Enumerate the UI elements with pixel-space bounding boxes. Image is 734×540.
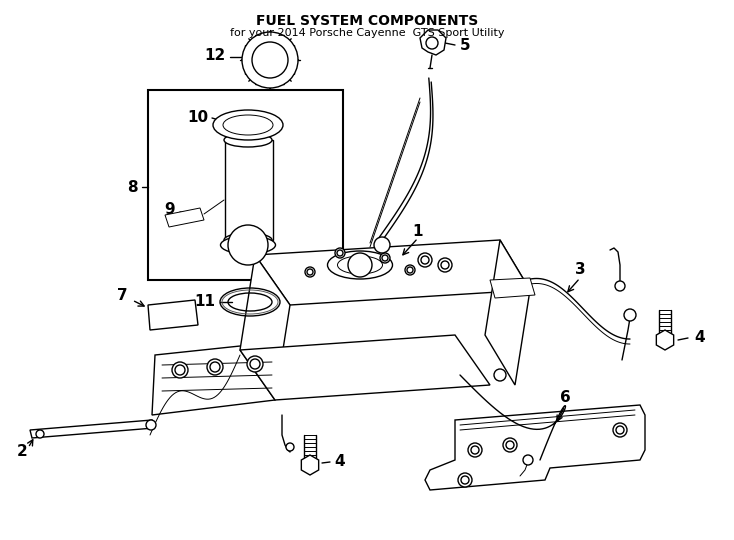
Circle shape	[242, 32, 298, 88]
Polygon shape	[656, 330, 674, 350]
Text: 5: 5	[459, 37, 470, 52]
Polygon shape	[30, 420, 154, 438]
Text: 7: 7	[117, 287, 127, 302]
Bar	[148, 90, 343, 280]
Polygon shape	[148, 300, 198, 330]
Circle shape	[458, 473, 472, 487]
Polygon shape	[255, 240, 530, 305]
Circle shape	[468, 443, 482, 457]
Circle shape	[36, 430, 44, 438]
Polygon shape	[490, 278, 535, 298]
Circle shape	[305, 267, 315, 277]
Circle shape	[348, 253, 372, 277]
Text: for your 2014 Porsche Cayenne  GTS Sport Utility: for your 2014 Porsche Cayenne GTS Sport …	[230, 28, 504, 38]
Ellipse shape	[213, 110, 283, 140]
Circle shape	[146, 420, 156, 430]
Ellipse shape	[224, 233, 272, 247]
Polygon shape	[420, 30, 446, 55]
Circle shape	[438, 258, 452, 272]
Circle shape	[207, 359, 223, 375]
Circle shape	[247, 356, 263, 372]
Text: 10: 10	[187, 111, 208, 125]
Circle shape	[172, 362, 188, 378]
Circle shape	[405, 265, 415, 275]
Circle shape	[461, 476, 469, 484]
Circle shape	[407, 267, 413, 273]
Text: 2: 2	[17, 444, 27, 460]
Text: 11: 11	[195, 294, 216, 309]
Text: 4: 4	[694, 330, 705, 346]
Circle shape	[175, 365, 185, 375]
Circle shape	[335, 248, 345, 258]
Circle shape	[471, 446, 479, 454]
Ellipse shape	[338, 256, 382, 274]
Circle shape	[374, 237, 390, 253]
Polygon shape	[240, 335, 490, 400]
Polygon shape	[152, 342, 278, 415]
Circle shape	[616, 426, 624, 434]
Text: 1: 1	[413, 225, 424, 240]
Circle shape	[615, 281, 625, 291]
Bar	[225, 140, 273, 240]
Circle shape	[421, 256, 429, 264]
Polygon shape	[165, 208, 204, 227]
Circle shape	[250, 359, 260, 369]
Ellipse shape	[327, 251, 393, 279]
Circle shape	[506, 441, 514, 449]
Circle shape	[523, 455, 533, 465]
Circle shape	[228, 225, 268, 265]
Text: 4: 4	[335, 455, 345, 469]
Circle shape	[337, 250, 343, 256]
Circle shape	[441, 261, 449, 269]
Text: 8: 8	[127, 179, 137, 194]
Circle shape	[624, 309, 636, 321]
Circle shape	[382, 255, 388, 261]
Polygon shape	[485, 240, 530, 385]
Ellipse shape	[224, 133, 272, 147]
Text: 3: 3	[575, 262, 585, 278]
Text: 9: 9	[164, 202, 175, 218]
Text: FUEL SYSTEM COMPONENTS: FUEL SYSTEM COMPONENTS	[256, 14, 478, 28]
Circle shape	[380, 253, 390, 263]
Circle shape	[210, 362, 220, 372]
Circle shape	[307, 269, 313, 275]
Circle shape	[418, 253, 432, 267]
Ellipse shape	[223, 115, 273, 135]
Circle shape	[494, 369, 506, 381]
Circle shape	[286, 443, 294, 451]
Circle shape	[503, 438, 517, 452]
Ellipse shape	[220, 236, 275, 254]
Polygon shape	[425, 405, 645, 490]
Text: 12: 12	[204, 48, 225, 63]
Circle shape	[613, 423, 627, 437]
Polygon shape	[240, 255, 290, 400]
Text: 6: 6	[559, 390, 570, 406]
Polygon shape	[302, 455, 319, 475]
